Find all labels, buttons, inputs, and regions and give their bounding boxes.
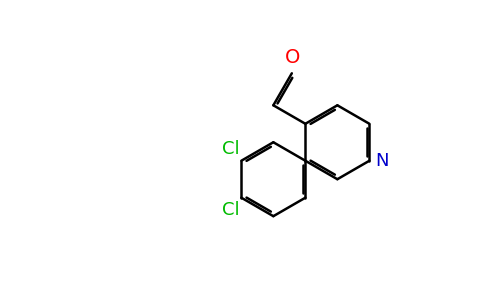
Text: O: O — [285, 48, 300, 67]
Text: Cl: Cl — [222, 201, 240, 219]
Text: Cl: Cl — [222, 140, 240, 158]
Text: N: N — [375, 152, 388, 170]
